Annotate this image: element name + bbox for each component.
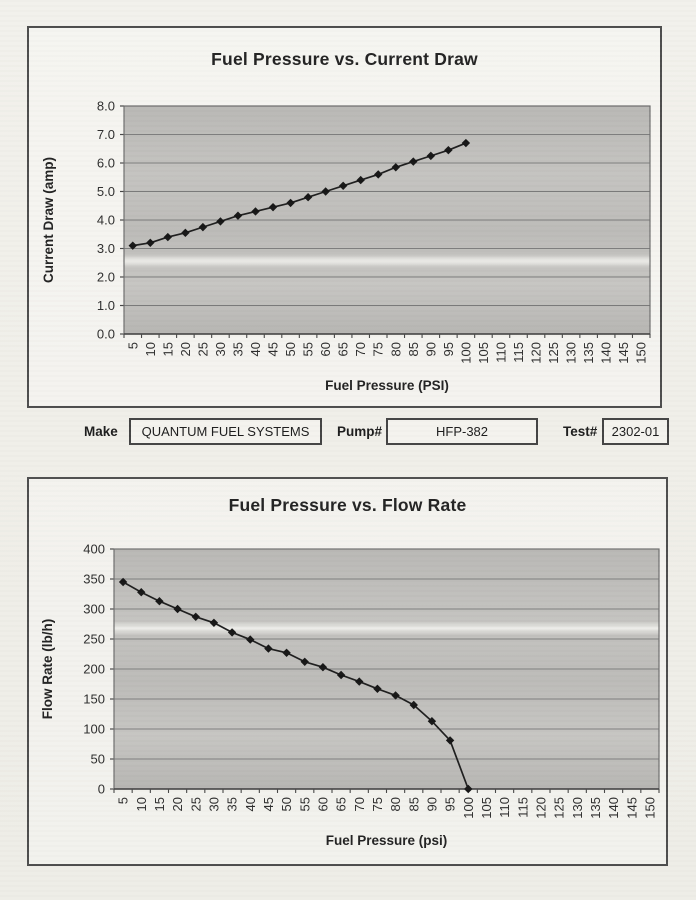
flow-rate-x-axis-title: Fuel Pressure (psi) (325, 833, 448, 848)
svg-text:0.0: 0.0 (97, 327, 115, 342)
svg-text:100: 100 (83, 722, 105, 737)
svg-text:5: 5 (125, 342, 140, 349)
svg-text:105: 105 (476, 342, 491, 364)
svg-text:80: 80 (388, 342, 403, 356)
svg-text:135: 135 (581, 342, 596, 364)
svg-text:10: 10 (143, 342, 158, 356)
svg-text:55: 55 (301, 342, 316, 356)
svg-text:140: 140 (599, 342, 614, 364)
test-number-value-box: 2302-01 (602, 418, 669, 445)
pump-number-value-box: HFP-382 (386, 418, 538, 445)
svg-text:20: 20 (178, 342, 193, 356)
svg-text:115: 115 (511, 342, 526, 363)
svg-text:40: 40 (248, 342, 263, 356)
make-value-box: QUANTUM FUEL SYSTEMS (129, 418, 322, 445)
svg-text:5.0: 5.0 (97, 184, 115, 199)
svg-text:75: 75 (370, 797, 385, 811)
svg-text:30: 30 (206, 797, 221, 811)
svg-text:25: 25 (195, 342, 210, 356)
svg-text:100: 100 (458, 342, 473, 364)
svg-text:7.0: 7.0 (97, 127, 115, 142)
svg-text:35: 35 (230, 342, 245, 356)
svg-text:145: 145 (616, 342, 631, 364)
svg-text:95: 95 (441, 342, 456, 356)
svg-text:8.0: 8.0 (97, 99, 115, 114)
svg-text:200: 200 (83, 662, 105, 677)
svg-text:130: 130 (570, 797, 585, 819)
info-bar: Make QUANTUM FUEL SYSTEMS Pump# HFP-382 … (0, 417, 696, 448)
svg-text:1.0: 1.0 (97, 298, 115, 313)
svg-text:45: 45 (266, 342, 281, 356)
svg-text:65: 65 (336, 342, 351, 356)
svg-text:115: 115 (515, 797, 530, 818)
svg-text:25: 25 (188, 797, 203, 811)
svg-text:140: 140 (606, 797, 621, 819)
svg-text:150: 150 (634, 342, 649, 364)
svg-text:85: 85 (406, 342, 421, 356)
current-draw-plot-svg: 0.0 1.0 2.0 3.0 4.0 5.0 6.0 7.0 8.0 5 10 15 20 25 30 35… (97, 99, 651, 364)
svg-text:60: 60 (318, 342, 333, 356)
flow-rate-y-axis-title: Flow Rate (lb/h) (40, 618, 55, 720)
svg-text:145: 145 (624, 797, 639, 819)
svg-text:120: 120 (529, 342, 544, 364)
svg-text:6.0: 6.0 (97, 156, 115, 171)
test-number-label: Test# (563, 424, 598, 439)
svg-text:350: 350 (83, 572, 105, 587)
svg-text:90: 90 (424, 797, 439, 811)
current-draw-y-axis-title: Current Draw (amp) (41, 156, 56, 284)
pump-number-label: Pump# (337, 424, 383, 439)
svg-text:15: 15 (152, 797, 167, 811)
svg-text:75: 75 (371, 342, 386, 356)
svg-text:5: 5 (116, 797, 131, 804)
svg-text:50: 50 (91, 752, 105, 767)
svg-text:45: 45 (261, 797, 276, 811)
svg-text:15: 15 (160, 342, 175, 356)
svg-text:400: 400 (83, 542, 105, 557)
svg-text:2.0: 2.0 (97, 270, 115, 285)
svg-text:0: 0 (98, 782, 105, 797)
current-draw-chart: 0.0 1.0 2.0 3.0 4.0 5.0 6.0 7.0 8.0 5 10 15 20 25 30 35… (27, 26, 662, 408)
svg-text:50: 50 (283, 342, 298, 356)
svg-text:55: 55 (297, 797, 312, 811)
svg-text:100: 100 (461, 797, 476, 819)
svg-text:70: 70 (353, 342, 368, 356)
svg-text:250: 250 (83, 632, 105, 647)
svg-text:90: 90 (423, 342, 438, 356)
flow-rate-chart: 0 50 100 150 200 250 300 350 400 5 10 15 20 25 30 35 40 4… (27, 477, 668, 866)
current-draw-chart-title: Fuel Pressure vs. Current Draw (211, 49, 478, 69)
svg-text:4.0: 4.0 (97, 213, 115, 228)
svg-text:95: 95 (443, 797, 458, 811)
svg-text:80: 80 (388, 797, 403, 811)
svg-text:120: 120 (533, 797, 548, 819)
svg-text:85: 85 (406, 797, 421, 811)
svg-text:125: 125 (546, 342, 561, 364)
svg-text:150: 150 (83, 692, 105, 707)
svg-text:60: 60 (315, 797, 330, 811)
current-draw-x-axis-title: Fuel Pressure (PSI) (325, 378, 449, 393)
svg-text:20: 20 (170, 797, 185, 811)
flow-rate-chart-title: Fuel Pressure vs. Flow Rate (228, 495, 467, 515)
svg-text:30: 30 (213, 342, 228, 356)
svg-text:105: 105 (479, 797, 494, 819)
svg-text:130: 130 (564, 342, 579, 364)
svg-text:300: 300 (83, 602, 105, 617)
svg-text:150: 150 (642, 797, 657, 819)
svg-text:35: 35 (225, 797, 240, 811)
svg-text:110: 110 (493, 342, 508, 363)
svg-text:135: 135 (588, 797, 603, 819)
svg-text:65: 65 (334, 797, 349, 811)
svg-text:110: 110 (497, 797, 512, 818)
svg-text:40: 40 (243, 797, 258, 811)
flow-rate-plot-svg: 0 50 100 150 200 250 300 350 400 5 10 15 20 25 30 35 40 4… (83, 542, 660, 819)
svg-text:10: 10 (134, 797, 149, 811)
make-label: Make (84, 424, 118, 439)
svg-text:50: 50 (279, 797, 294, 811)
svg-text:125: 125 (552, 797, 567, 819)
svg-text:70: 70 (352, 797, 367, 811)
svg-text:3.0: 3.0 (97, 241, 115, 256)
